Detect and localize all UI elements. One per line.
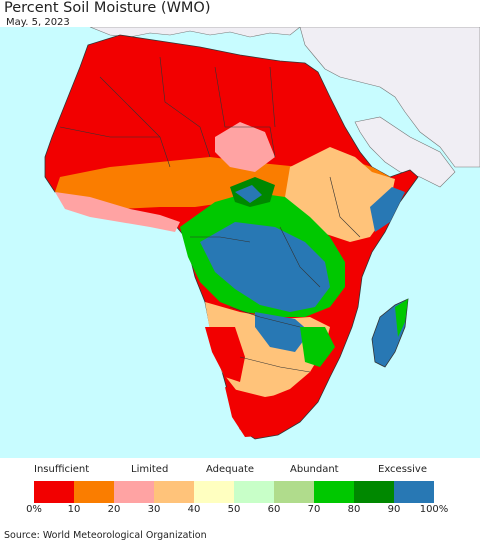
- legend-category-limited: Limited: [131, 464, 169, 475]
- soil-moisture-map: [0, 27, 480, 458]
- arabian-peninsula: [354, 116, 456, 188]
- nile-valley-peach: [215, 122, 275, 172]
- middle-east-land: [299, 27, 480, 168]
- legend-categories: Insufficient Limited Adequate Abundant E…: [0, 464, 480, 478]
- legend-color-bar: [34, 481, 434, 503]
- legend-ticks: 0% 10 20 30 40 50 60 70 80 90 100%: [0, 504, 480, 518]
- map-date: May. 5, 2023: [6, 17, 70, 28]
- legend-swatch-4: [194, 481, 234, 503]
- southern-blue: [255, 312, 310, 352]
- legend-swatch-1: [74, 481, 114, 503]
- legend-tick-1: 10: [67, 504, 81, 515]
- legend-tick-4: 40: [187, 504, 201, 515]
- horn-excessive: [370, 187, 405, 232]
- legend-tick-9: 90: [387, 504, 401, 515]
- country-borders: [59, 56, 361, 373]
- legend-swatch-8: [354, 481, 394, 503]
- south-africa-red: [225, 387, 310, 437]
- legend-tick-6: 60: [267, 504, 281, 515]
- legend-tick-7: 70: [307, 504, 321, 515]
- legend-tick-10: 100%: [419, 504, 449, 515]
- legend-swatch-5: [234, 481, 274, 503]
- legend-tick-5: 50: [227, 504, 241, 515]
- congo-basin-excessive: [200, 222, 330, 312]
- source-credit: Source: World Meteorological Organizatio…: [4, 530, 207, 541]
- west-africa-coast: [55, 192, 180, 232]
- legend-swatch-2: [114, 481, 154, 503]
- map-title: Percent Soil Moisture (WMO): [4, 0, 211, 16]
- legend-swatch-0: [34, 481, 74, 503]
- madagascar-east-green: [395, 299, 408, 337]
- legend-tick-8: 80: [347, 504, 361, 515]
- legend-category-insufficient: Insufficient: [34, 464, 90, 475]
- legend-swatch-6: [274, 481, 314, 503]
- southern-green: [300, 327, 335, 367]
- namibia-red: [205, 327, 245, 382]
- legend-tick-2: 20: [107, 504, 121, 515]
- legend-swatch-7: [314, 481, 354, 503]
- legend-tick-0: 0%: [26, 504, 42, 515]
- legend-category-excessive: Excessive: [378, 464, 427, 475]
- east-africa-peach: [285, 147, 395, 242]
- legend-tick-3: 30: [147, 504, 161, 515]
- legend-swatch-9: [394, 481, 434, 503]
- legend-category-abundant: Abundant: [290, 464, 339, 475]
- legend-category-adequate: Adequate: [206, 464, 255, 475]
- legend-swatch-3: [154, 481, 194, 503]
- lake-region-blue: [235, 185, 262, 203]
